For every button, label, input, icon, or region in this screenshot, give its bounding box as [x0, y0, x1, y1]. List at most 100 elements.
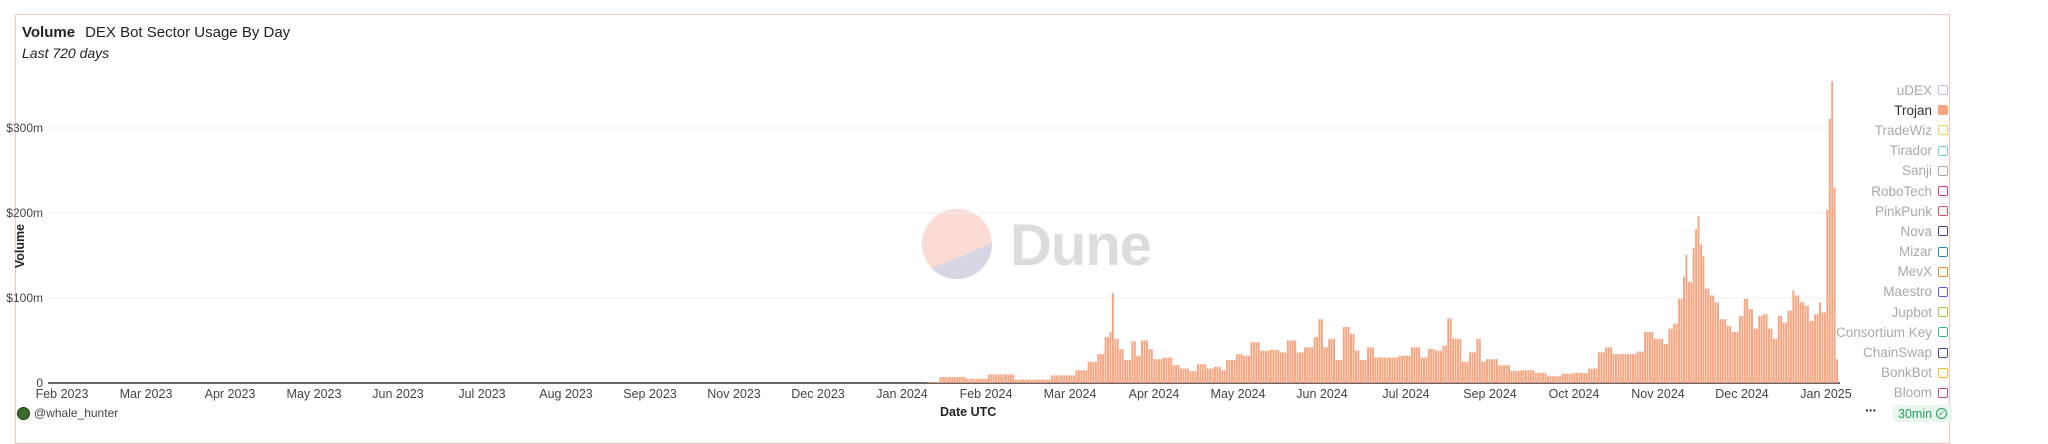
bar-trojan[interactable] [1320, 319, 1323, 383]
bar-trojan[interactable] [1335, 360, 1338, 383]
bar-trojan[interactable] [1379, 357, 1382, 384]
bar-trojan[interactable] [1177, 365, 1180, 383]
bar-trojan[interactable] [1328, 338, 1331, 383]
bar-trojan[interactable] [1631, 354, 1634, 383]
bar-trojan[interactable] [1031, 379, 1034, 383]
bar-trojan[interactable] [1228, 360, 1231, 383]
bar-trojan[interactable] [1384, 357, 1387, 384]
author[interactable]: @whale_hunter [17, 406, 118, 420]
bar-trojan[interactable] [1250, 342, 1253, 383]
bar-trojan[interactable] [1211, 368, 1214, 383]
bar-trojan[interactable] [1624, 354, 1627, 383]
bar-trojan[interactable] [980, 378, 983, 383]
bar-trojan[interactable] [1678, 298, 1681, 383]
bar-trojan[interactable] [1296, 352, 1299, 383]
bar-trojan[interactable] [946, 377, 949, 383]
bar-trojan[interactable] [1012, 374, 1015, 384]
bar-trojan[interactable] [1126, 360, 1129, 383]
bar-trojan[interactable] [1223, 370, 1226, 383]
bar-trojan[interactable] [1522, 370, 1525, 383]
bar-trojan[interactable] [1702, 256, 1705, 383]
bar-trojan[interactable] [1498, 365, 1501, 383]
bar-trojan[interactable] [1709, 295, 1712, 383]
bar-trojan[interactable] [1347, 326, 1350, 383]
bar-trojan[interactable] [1029, 379, 1032, 383]
bar-trojan[interactable] [1780, 315, 1783, 383]
bar-trojan[interactable] [1430, 349, 1433, 383]
bar-trojan[interactable] [1534, 372, 1537, 383]
bar-trojan[interactable] [1461, 361, 1464, 383]
bar-trojan[interactable] [1666, 343, 1668, 383]
bar-trojan[interactable] [1396, 357, 1399, 384]
legend-item[interactable]: Nova [1748, 221, 1948, 241]
bar-trojan[interactable] [1226, 360, 1229, 383]
bar-trojan[interactable] [1325, 347, 1328, 383]
bar-trojan[interactable] [1323, 347, 1326, 383]
bar-trojan[interactable] [1760, 315, 1763, 383]
bar-trojan[interactable] [1765, 314, 1768, 383]
bar-trojan[interactable] [1481, 361, 1484, 383]
bar-trojan[interactable] [1435, 350, 1438, 383]
bar-trojan[interactable] [1549, 376, 1552, 383]
bar-trojan[interactable] [1107, 337, 1109, 383]
bar-trojan[interactable] [1131, 341, 1134, 383]
bar-trojan[interactable] [1243, 355, 1246, 383]
bar-trojan[interactable] [1617, 354, 1620, 383]
bar-trojan[interactable] [1495, 359, 1498, 383]
bar-trojan[interactable] [1272, 349, 1275, 383]
bar-trojan[interactable] [1619, 354, 1622, 383]
bar-trojan[interactable] [1056, 375, 1058, 383]
bar-trojan[interactable] [1265, 350, 1267, 383]
bar-trojan[interactable] [1459, 338, 1462, 383]
bar-trojan[interactable] [1729, 326, 1732, 383]
bar-trojan[interactable] [1442, 345, 1445, 383]
bar-trojan[interactable] [1814, 314, 1817, 383]
bar-trojan[interactable] [1162, 357, 1165, 384]
bar-trojan[interactable] [932, 382, 935, 383]
bar-trojan[interactable] [1464, 361, 1467, 383]
bar-trojan[interactable] [1573, 372, 1576, 383]
bar-trojan[interactable] [1121, 349, 1124, 383]
bar-trojan[interactable] [1371, 347, 1374, 383]
bar-trojan[interactable] [1816, 314, 1819, 383]
legend-item[interactable]: Tirador [1748, 141, 1948, 161]
bar-trojan[interactable] [1532, 370, 1535, 383]
bar-trojan[interactable] [1150, 349, 1153, 383]
bar-trojan[interactable] [1009, 374, 1012, 384]
bar-trojan[interactable] [1075, 370, 1078, 383]
bar-trojan[interactable] [1704, 288, 1707, 383]
bar-trojan[interactable] [1770, 328, 1773, 383]
bar-trojan[interactable] [1014, 379, 1017, 383]
bar-trojan[interactable] [1111, 292, 1114, 383]
bar-trojan[interactable] [1561, 373, 1564, 383]
bar-trojan[interactable] [1299, 352, 1301, 383]
bar-trojan[interactable] [1019, 379, 1022, 383]
bar-trojan[interactable] [1175, 365, 1178, 383]
bar-trojan[interactable] [1714, 302, 1717, 383]
bar-trojan[interactable] [1303, 347, 1306, 383]
bar-trojan[interactable] [1408, 355, 1411, 383]
bar-trojan[interactable] [1060, 375, 1063, 383]
bar-trojan[interactable] [1308, 347, 1311, 383]
legend-item[interactable]: Jupbot [1748, 302, 1948, 322]
bar-trojan[interactable] [1128, 360, 1131, 383]
bar-trojan[interactable] [1826, 209, 1829, 383]
bar-trojan[interactable] [1279, 352, 1282, 383]
bar-trojan[interactable] [1036, 379, 1039, 383]
bar-trojan[interactable] [1520, 370, 1523, 383]
bar-trojan[interactable] [1311, 347, 1314, 383]
bar-trojan[interactable] [1153, 359, 1156, 383]
bar-trojan[interactable] [1070, 375, 1073, 383]
bar-trojan[interactable] [1758, 315, 1761, 383]
bar-trojan[interactable] [1194, 371, 1197, 383]
bar-trojan[interactable] [1124, 360, 1127, 383]
bar-trojan[interactable] [1245, 355, 1248, 383]
bar-trojan[interactable] [1719, 319, 1722, 383]
bar-trojan[interactable] [1413, 347, 1416, 383]
legend-item[interactable]: MevX [1748, 262, 1948, 282]
bar-trojan[interactable] [1418, 347, 1421, 383]
bar-trojan[interactable] [1517, 371, 1520, 383]
bar-trojan[interactable] [1656, 338, 1659, 383]
bar-trojan[interactable] [1316, 337, 1318, 383]
bar-trojan[interactable] [1248, 355, 1250, 383]
